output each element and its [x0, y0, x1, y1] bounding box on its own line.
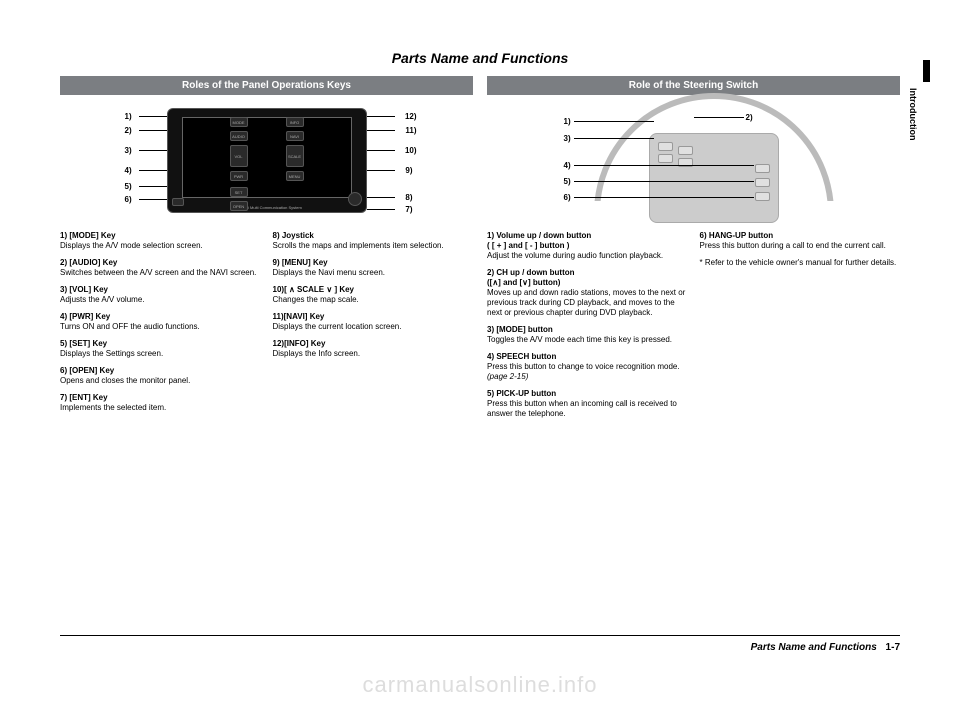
side-block [923, 60, 930, 82]
btn-ent [172, 198, 184, 206]
slead-5: 5) [564, 177, 571, 186]
list-item: 2) [AUDIO] KeySwitches between the A/V s… [60, 258, 261, 278]
steering-list-b: 6) HANG-UP buttonPress this button durin… [700, 231, 901, 426]
steering-section: Role of the Steering Switch 1) 2) 3) 4) [487, 76, 900, 426]
btn-vol: VOL [230, 145, 248, 167]
lead-12: 12) [405, 112, 417, 121]
list-item: 9) [MENU] KeyDisplays the Navi menu scre… [273, 258, 474, 278]
lead-2: 2) [125, 126, 132, 135]
lead-10: 10) [405, 146, 417, 155]
footer-rule [60, 635, 900, 636]
btn-info: INFO [286, 117, 304, 127]
lead-6: 6) [125, 195, 132, 204]
panel-list-a: 1) [MODE] KeyDisplays the A/V mode selec… [60, 231, 261, 420]
list-item: 4) [PWR] KeyTurns ON and OFF the audio f… [60, 312, 261, 332]
list-item: 3) [MODE] buttonToggles the A/V mode eac… [487, 325, 688, 345]
btn-open: OPEN [230, 201, 248, 211]
slead-3: 3) [564, 134, 571, 143]
list-item: 7) [ENT] KeyImplements the selected item… [60, 393, 261, 413]
lead-3: 3) [125, 146, 132, 155]
list-item: 4) SPEECH buttonPress this button to cha… [487, 352, 688, 382]
side-tab: Introduction [908, 88, 918, 141]
lead-5: 5) [125, 182, 132, 191]
list-item: 6) [OPEN] KeyOpens and closes the monito… [60, 366, 261, 386]
list-item: 12)[INFO] KeyDisplays the Info screen. [273, 339, 474, 359]
slead-6: 6) [564, 193, 571, 202]
list-item: 3) [VOL] KeyAdjusts the A/V volume. [60, 285, 261, 305]
lead-8: 8) [405, 193, 412, 202]
panel-list-b: 8) JoystickScrolls the maps and implemen… [273, 231, 474, 420]
slead-4: 4) [564, 161, 571, 170]
list-item: 5) PICK-UP buttonPress this button when … [487, 389, 688, 419]
slead-1: 1) [564, 117, 571, 126]
footer-title: Parts Name and Functions [751, 642, 877, 653]
btn-pwr: PWR [230, 171, 248, 181]
lead-4: 4) [125, 166, 132, 175]
list-item: 2) CH up / down button([∧] and [∨] butto… [487, 268, 688, 318]
footer: Parts Name and Functions 1-7 [751, 642, 900, 653]
panel-diagram: Mitsubishi Multi Communication System MO… [107, 103, 427, 223]
page-title: Parts Name and Functions [60, 50, 900, 66]
list-item: 1) Volume up / down button( [ + ] and [ … [487, 231, 688, 261]
steering-list-a: 1) Volume up / down button( [ + ] and [ … [487, 231, 688, 426]
steering-header: Role of the Steering Switch [487, 76, 900, 95]
joystick-icon [348, 192, 362, 206]
list-item: 1) [MODE] KeyDisplays the A/V mode selec… [60, 231, 261, 251]
btn-navi: NAVI [286, 131, 304, 141]
list-item: 6) HANG-UP buttonPress this button durin… [700, 231, 901, 251]
footnote: * Refer to the vehicle owner's manual fo… [700, 258, 901, 268]
lead-9: 9) [405, 166, 412, 175]
list-item: 5) [SET] KeyDisplays the Settings screen… [60, 339, 261, 359]
slead-2: 2) [746, 113, 753, 122]
steering-diagram: 1) 2) 3) 4) 5) 6) [564, 103, 824, 223]
list-item: 10)[ ∧ SCALE ∨ ] KeyChanges the map scal… [273, 285, 474, 305]
lead-7: 7) [405, 205, 412, 214]
lead-11: 11) [405, 126, 416, 135]
lead-1: 1) [125, 112, 132, 121]
panel-header: Roles of the Panel Operations Keys [60, 76, 473, 95]
panel-brand: Mitsubishi Multi Communication System [168, 205, 366, 210]
btn-audio: AUDIO [230, 131, 248, 141]
list-item: 8) JoystickScrolls the maps and implemen… [273, 231, 474, 251]
footer-page: 1-7 [886, 642, 900, 653]
list-item: 11)[NAVI] KeyDisplays the current locati… [273, 312, 474, 332]
btn-menu: MENU [286, 171, 304, 181]
btn-scale: SCALE [286, 145, 304, 167]
panel-section: Roles of the Panel Operations Keys Mitsu… [60, 76, 473, 426]
btn-mode: MODE [230, 117, 248, 127]
watermark: carmanualsonline.info [0, 672, 960, 698]
btn-set: SET [230, 187, 248, 197]
